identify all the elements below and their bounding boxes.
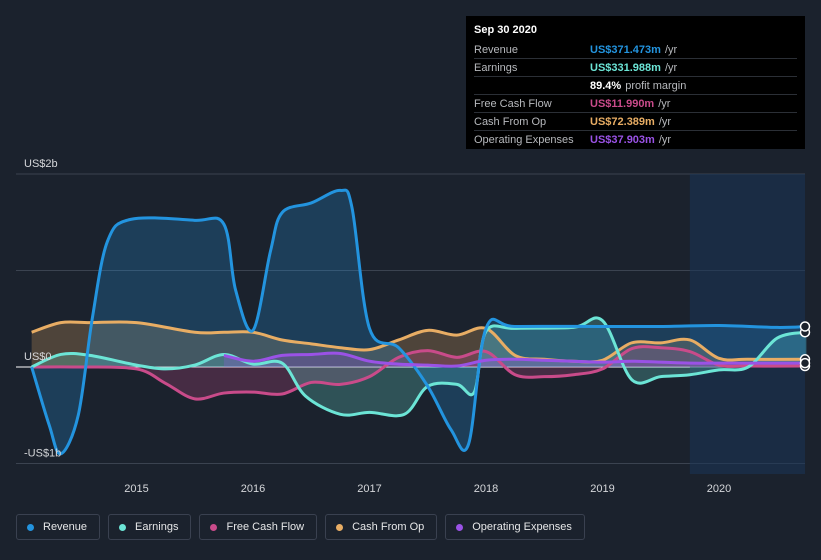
tooltip-label: Earnings: [474, 61, 518, 74]
y-tick-label: US$2b: [24, 158, 58, 170]
tooltip-row: Earnings US$331.988m/yr: [474, 58, 797, 76]
tooltip-value: 89.4%: [590, 79, 622, 92]
y-axis: US$2b US$0 -US$1b: [24, 158, 61, 460]
legend-dot-icon: [210, 523, 218, 531]
line-operating-expenses[interactable]: [223, 351, 807, 368]
endpoint-marker: [799, 357, 811, 369]
tooltip-row: Operating Expenses US$37.903m/yr: [474, 130, 797, 148]
tooltip-unit: /yr: [664, 61, 678, 74]
legend-label: Revenue: [43, 521, 88, 533]
x-axis: 2015 2016 2017 2018 2019 2020: [124, 483, 731, 495]
tooltip-value: US$37.903m: [590, 133, 655, 146]
tooltip-label: Revenue: [474, 43, 519, 56]
line-free-cash-flow[interactable]: [31, 345, 807, 401]
legend-label: Cash From Op: [352, 521, 425, 533]
tooltip-row: 89.4% profit margin: [474, 76, 797, 94]
tooltip-panel: Sep 30 2020 Revenue US$371.473m/yr Earning…: [466, 16, 805, 149]
tooltip-label: Cash From Op: [474, 115, 547, 128]
tooltip-unit: /yr: [664, 43, 678, 56]
tooltip-date: Sep 30 2020: [474, 24, 537, 36]
x-tick-label: 2018: [474, 483, 498, 495]
tooltip-label: Free Cash Flow: [474, 97, 552, 110]
x-tick-label: 2017: [357, 483, 381, 495]
legend-item-free-cash-flow[interactable]: Free Cash Flow: [199, 514, 318, 540]
line-cash-from-op[interactable]: [31, 320, 807, 364]
x-tick-label: 2019: [590, 483, 614, 495]
tooltip-label: Operating Expenses: [474, 133, 574, 146]
legend-dot-icon: [336, 523, 344, 531]
legend-dot-icon: [27, 523, 34, 531]
legend-item-revenue[interactable]: Revenue: [16, 514, 101, 540]
tooltip-unit: /yr: [658, 115, 672, 128]
legend-label: Free Cash Flow: [226, 521, 305, 533]
legend-item-earnings[interactable]: Earnings: [108, 514, 192, 540]
tooltip-unit: profit margin: [625, 79, 687, 92]
tooltip-row: Free Cash Flow US$11.990m/yr: [474, 94, 797, 112]
tooltip-value: US$72.389m: [590, 115, 655, 128]
tooltip-row: Revenue US$371.473m/yr: [474, 41, 797, 58]
y-tick-label: US$0: [24, 351, 52, 363]
forecast-region: [689, 174, 805, 474]
line-revenue[interactable]: [30, 188, 807, 456]
area-free-cash-flow: [31, 346, 807, 400]
series-endpoints: [799, 321, 811, 372]
legend-label: Earnings: [135, 521, 179, 533]
legend-dot-icon: [119, 523, 127, 531]
x-tick-label: 2015: [124, 483, 148, 495]
tooltip-unit: /yr: [658, 133, 672, 146]
y-tick-label: -US$1b: [24, 448, 61, 460]
tooltip-value: US$371.473m: [590, 43, 661, 56]
legend-item-cash-from-op[interactable]: Cash From Op: [325, 514, 438, 540]
tooltip-unit: /yr: [658, 97, 671, 110]
tooltip-value: US$331.988m: [590, 61, 661, 74]
x-tick-label: 2020: [707, 483, 731, 495]
area-revenue: [31, 190, 807, 454]
legend-item-operating-expenses[interactable]: Operating Expenses: [445, 514, 585, 540]
tooltip-value: US$11.990m: [590, 97, 655, 110]
x-tick-label: 2016: [241, 483, 265, 495]
legend-label: Operating Expenses: [472, 521, 572, 533]
legend: Revenue Earnings Free Cash Flow Cash From O…: [16, 514, 593, 540]
series-lines: [30, 188, 807, 456]
legend-dot-icon: [456, 523, 464, 531]
tooltip-row: Cash From Op US$72.389m/yr: [474, 112, 797, 130]
endpoint-marker: [799, 321, 811, 332]
